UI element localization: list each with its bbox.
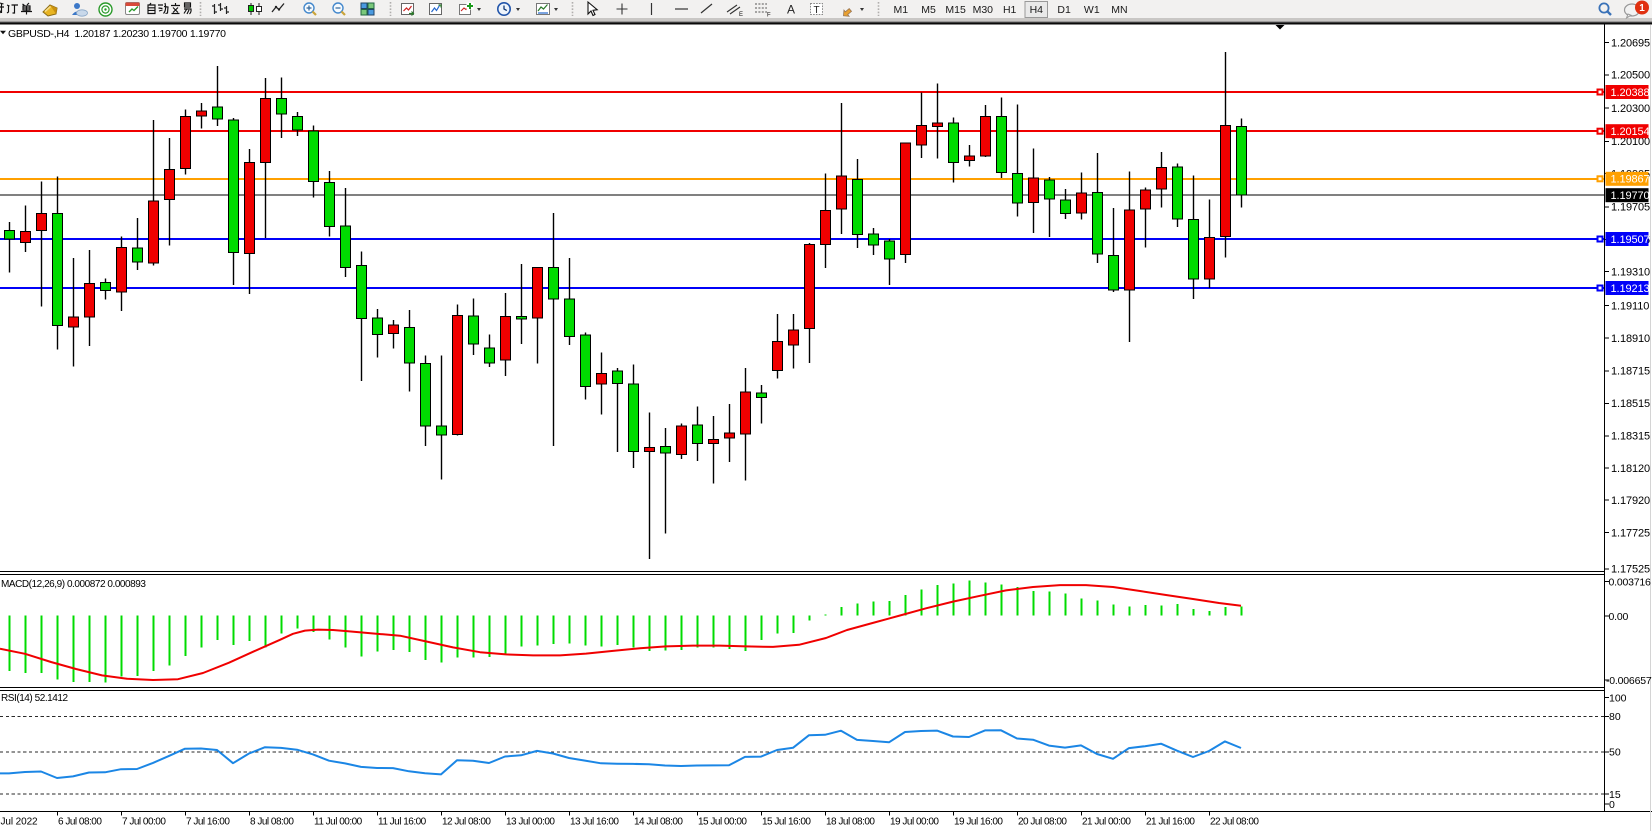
svg-text:1.17920: 1.17920 [1611, 495, 1650, 507]
svg-text:M30: M30 [973, 4, 994, 16]
svg-text:8 Jul 08:00: 8 Jul 08:00 [250, 817, 294, 828]
svg-text:H1: H1 [1003, 4, 1017, 16]
svg-text:M1: M1 [894, 4, 909, 16]
svg-text:1.20100: 1.20100 [1611, 136, 1650, 148]
svg-text:H4: H4 [1030, 4, 1044, 16]
svg-text:6 Jul 08:00: 6 Jul 08:00 [58, 817, 102, 828]
svg-text:GBPUSD-,H4 1.20187 1.20230 1.: GBPUSD-,H4 1.20187 1.20230 1.19700 1.197… [8, 28, 226, 40]
svg-text:0.00: 0.00 [1609, 611, 1629, 623]
svg-text:RSI(14) 52.1412: RSI(14) 52.1412 [1, 693, 69, 704]
svg-text:18 Jul 08:00: 18 Jul 08:00 [826, 817, 875, 828]
svg-text:MN: MN [1111, 4, 1127, 16]
svg-text:MACD(12,26,9) 0.000872 0.00089: MACD(12,26,9) 0.000872 0.000893 [1, 579, 146, 590]
svg-text:50: 50 [1609, 747, 1621, 759]
svg-text:1.18515: 1.18515 [1611, 398, 1650, 410]
svg-text:21 Jul 00:00: 21 Jul 00:00 [1082, 817, 1131, 828]
svg-text:1.19213: 1.19213 [1611, 283, 1650, 295]
svg-text:F: F [767, 13, 771, 19]
svg-text:13 Jul 16:00: 13 Jul 16:00 [570, 817, 619, 828]
svg-text:1.20154: 1.20154 [1611, 126, 1650, 138]
svg-text:1: 1 [1639, 3, 1645, 14]
svg-text:1.19705: 1.19705 [1611, 202, 1650, 214]
svg-text:1.17525: 1.17525 [1611, 564, 1650, 576]
svg-text:13 Jul 00:00: 13 Jul 00:00 [506, 817, 555, 828]
svg-text:20 Jul 08:00: 20 Jul 08:00 [1018, 817, 1067, 828]
svg-text:M15: M15 [945, 4, 966, 16]
svg-text:1.20388: 1.20388 [1611, 87, 1650, 99]
svg-text:14 Jul 08:00: 14 Jul 08:00 [634, 817, 683, 828]
svg-text:21 Jul 16:00: 21 Jul 16:00 [1146, 817, 1195, 828]
svg-text:1.19310: 1.19310 [1611, 266, 1650, 278]
svg-text:1.17725: 1.17725 [1611, 527, 1650, 539]
svg-text:11 Jul 00:00: 11 Jul 00:00 [314, 817, 363, 828]
svg-text:1.19770: 1.19770 [1611, 190, 1650, 202]
svg-text:19 Jul 16:00: 19 Jul 16:00 [954, 817, 1003, 828]
svg-text:-0.006657: -0.006657 [1606, 675, 1652, 687]
svg-text:1.19110: 1.19110 [1611, 300, 1649, 312]
svg-text:W1: W1 [1084, 4, 1100, 16]
svg-text:1.19867: 1.19867 [1611, 174, 1650, 186]
svg-text:7 Jul 16:00: 7 Jul 16:00 [186, 817, 230, 828]
svg-text:1.18315: 1.18315 [1611, 431, 1650, 443]
svg-text:1.20500: 1.20500 [1611, 70, 1650, 82]
svg-text:15: 15 [1609, 789, 1621, 801]
svg-text:T: T [814, 5, 820, 16]
svg-text:1.18910: 1.18910 [1611, 333, 1650, 345]
svg-text:1.20695: 1.20695 [1611, 37, 1650, 49]
svg-text:22 Jul 08:00: 22 Jul 08:00 [1210, 817, 1259, 828]
svg-text:12 Jul 08:00: 12 Jul 08:00 [442, 817, 491, 828]
svg-text:1.18120: 1.18120 [1611, 463, 1650, 475]
svg-text:Jul 2022: Jul 2022 [1, 817, 39, 828]
svg-text:15 Jul 16:00: 15 Jul 16:00 [762, 817, 811, 828]
svg-text:M5: M5 [921, 4, 936, 16]
svg-text:D1: D1 [1057, 4, 1071, 16]
svg-text:19 Jul 00:00: 19 Jul 00:00 [890, 817, 939, 828]
svg-text:15 Jul 00:00: 15 Jul 00:00 [698, 817, 747, 828]
svg-text:100: 100 [1609, 692, 1627, 704]
svg-text:1.19507: 1.19507 [1611, 234, 1650, 246]
svg-text:0.003716: 0.003716 [1609, 577, 1652, 589]
svg-text:1.20300: 1.20300 [1611, 103, 1650, 115]
svg-text:1.18715: 1.18715 [1611, 366, 1650, 378]
svg-text:0: 0 [1609, 799, 1615, 811]
svg-text:80: 80 [1609, 711, 1621, 723]
svg-text:E: E [739, 12, 743, 18]
svg-text:11 Jul 16:00: 11 Jul 16:00 [378, 817, 427, 828]
svg-text:7 Jul 00:00: 7 Jul 00:00 [122, 817, 166, 828]
svg-text:A: A [787, 3, 795, 17]
